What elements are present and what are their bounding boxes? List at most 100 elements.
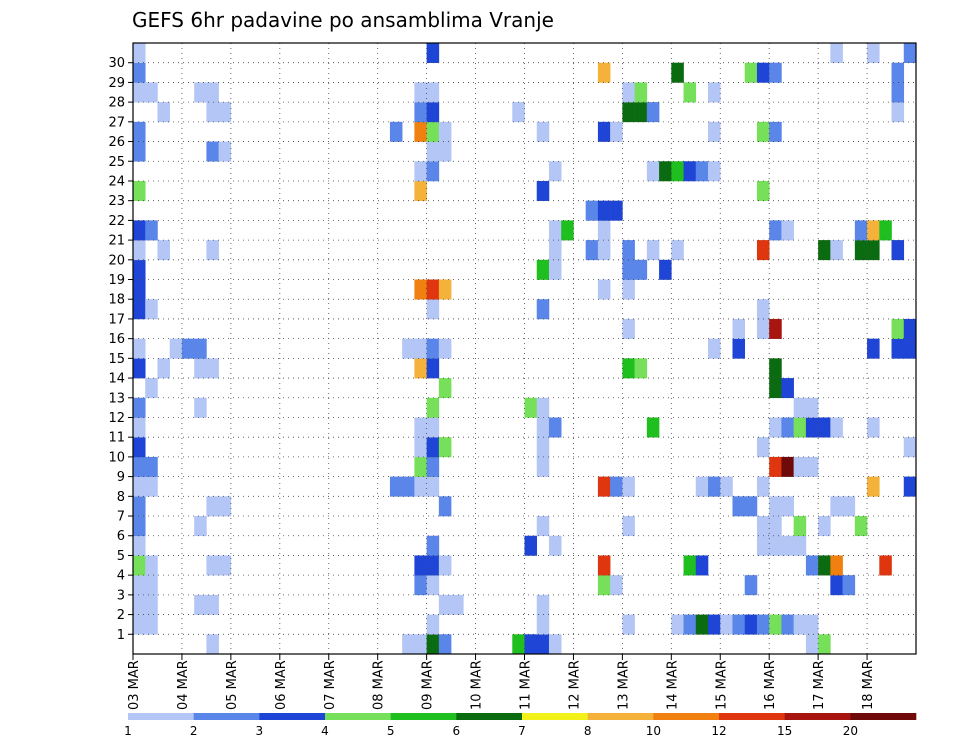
legend-swatch [784,713,851,720]
heatmap-cell [695,555,709,576]
heatmap-cell [781,535,794,556]
heatmap-cell [561,220,574,241]
heatmap-cell [805,397,819,418]
heatmap-cell [536,516,550,537]
y-tick-label: 13 [108,391,125,406]
heatmap-cell [610,200,623,221]
heatmap-cell [708,614,721,635]
heatmap-cell [145,82,158,103]
heatmap-cell [634,82,648,103]
heatmap-cell [720,614,733,635]
heatmap-cell [659,259,672,280]
heatmap-cell [708,476,721,497]
heatmap-cell [145,476,158,497]
heatmap-cell [634,259,648,280]
heatmap-cell [867,338,880,359]
heatmap-cell [414,437,427,458]
heatmap-cell [133,456,146,477]
heatmap-cell [891,338,905,359]
heatmap-cell [597,476,611,497]
heatmap-cell [867,476,880,497]
heatmap-cell [145,299,158,320]
heatmap-cell [133,417,146,438]
heatmap-cell [830,417,843,438]
x-tick-label: 11 MAR [519,660,534,710]
heatmap-cell [683,555,697,576]
heatmap-cell [414,417,427,438]
heatmap-cell [732,338,746,359]
legend-swatch [587,713,654,720]
heatmap-cell [756,516,770,537]
heatmap-cell [830,43,843,64]
y-tick-label: 9 [117,470,125,485]
heatmap-cell [671,240,684,261]
y-tick-label: 30 [108,56,125,71]
heatmap-cell [732,496,746,517]
heatmap-cell [903,318,917,339]
heatmap-cell [512,102,525,123]
heatmap-cell [622,82,635,103]
y-tick-label: 1 [117,628,125,643]
heatmap-cell [426,397,440,418]
heatmap-cell [157,240,170,261]
heatmap-cell [133,43,146,64]
legend-label: 6 [453,724,461,738]
heatmap-cell [793,397,807,418]
heatmap-cell [769,378,782,399]
heatmap-cell [585,240,599,261]
heatmap-cell [769,417,782,438]
y-tick-label: 26 [108,135,125,150]
heatmap-cell [597,200,611,221]
legend-swatch [390,713,457,720]
heatmap-cell [597,240,611,261]
x-tick-label: 17 MAR [812,660,827,710]
heatmap-cell [133,82,146,103]
x-tick-label: 15 MAR [714,660,729,710]
legend-label: 12 [711,724,726,738]
heatmap-cell [218,102,232,123]
x-tick-label: 07 MAR [323,660,338,710]
heatmap-cell [218,496,232,517]
heatmap-cell [756,121,770,142]
heatmap-cell [426,299,440,320]
heatmap-cell [695,614,709,635]
heatmap-cell [512,634,525,655]
heatmap-cell [769,220,782,241]
heatmap-cell [133,397,146,418]
heatmap-cell [805,634,819,655]
heatmap-cell [769,516,782,537]
heatmap-cell [536,634,550,655]
heatmap-cell [194,516,207,537]
legend-swatch [653,713,720,720]
heatmap-cell [659,161,672,182]
heatmap-cell [426,555,440,576]
heatmap-cell [646,417,660,438]
heatmap-cell [145,220,158,241]
heatmap-cell [414,358,427,379]
heatmap-cell [414,102,427,123]
heatmap-cell [854,240,868,261]
heatmap-cell [781,378,794,399]
heatmap-cell [622,279,635,300]
heatmap-cell [536,121,550,142]
heatmap-cell [818,417,831,438]
legend-swatch [128,713,194,720]
heatmap-cell [781,456,794,477]
y-tick-label: 22 [108,214,125,229]
heatmap-cell [805,614,819,635]
heatmap-cell [622,240,635,261]
heatmap-cell [133,614,146,635]
heatmap-cell [756,614,770,635]
heatmap-cell [157,358,170,379]
heatmap-cell [426,338,440,359]
heatmap-cell [805,417,819,438]
heatmap-cell [426,43,440,64]
heatmap-cell [781,614,794,635]
heatmap-cell [414,180,427,201]
x-tick-label: 13 MAR [616,660,631,710]
x-tick-label: 06 MAR [274,660,289,710]
heatmap-cell [683,161,697,182]
heatmap-cell [622,259,635,280]
heatmap-cell [634,358,648,379]
heatmap-cell [426,279,440,300]
